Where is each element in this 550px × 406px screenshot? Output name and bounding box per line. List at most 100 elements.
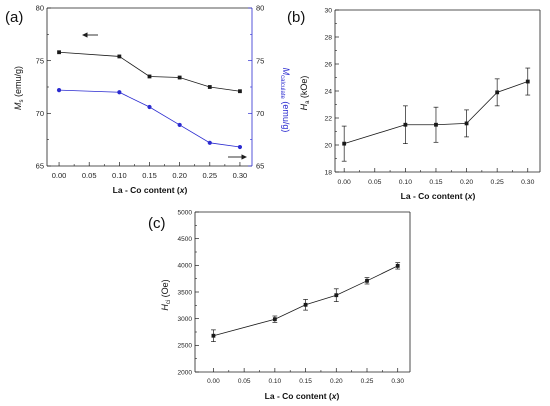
- y2-tick-label: 70: [256, 109, 264, 118]
- y-axis-title-symbol: H: [160, 304, 170, 311]
- x-tick-label: 0.05: [238, 378, 251, 385]
- series-1-point: [238, 89, 242, 94]
- y-tick-label: 80: [36, 4, 44, 13]
- y-tick-label: 22: [324, 115, 332, 122]
- y-axis-title-subscript: a: [305, 100, 311, 104]
- y-tick-label: 26: [324, 61, 332, 68]
- y-axis-title-unit: (kOe): [299, 76, 309, 101]
- x-tick-label: 0.10: [112, 171, 127, 180]
- x-tick-label: 0.30: [521, 179, 534, 186]
- series-1-point: [272, 317, 277, 322]
- x-axis-title-variable: x: [331, 391, 338, 401]
- y-tick-label: 24: [324, 88, 332, 95]
- y-axis-title: Ms (emu/g): [13, 66, 25, 110]
- series-y2-1-point: [117, 90, 122, 95]
- y-tick-label: 2500: [178, 343, 193, 350]
- panel-a: (a) 0.00 0.05 0.10 0.15 0.20 0.25 0.30 65 70 75 80…: [5, 4, 291, 195]
- series-y2-1-line: [59, 89, 240, 148]
- series-1-line: [344, 81, 528, 145]
- y-axis-title-symbol: M: [13, 102, 23, 110]
- series-1-point: [342, 141, 347, 146]
- series-1-point: [57, 50, 61, 55]
- plot-area: 0.00 0.05 0.10 0.15 0.20 0.25 0.30 2000 2500 3000…: [178, 209, 411, 385]
- y-axis-title-subscript: ci: [166, 300, 172, 304]
- series-1-point: [365, 278, 369, 283]
- x-tick-label: 0.10: [399, 179, 412, 186]
- x-axis-title-text: La - Co content (: [265, 391, 332, 401]
- series-1-point: [177, 75, 182, 80]
- panel-c: (c) 0.00 0.05 0.10 0.15 0.20 0.25 0.30 2000 2500…: [148, 209, 411, 401]
- y-tick-label: 2000: [178, 369, 193, 376]
- y-axis-title: Ha (kOe): [299, 76, 311, 111]
- y-tick-label: 18: [324, 169, 332, 176]
- x-axis-title: La - Co content (x): [265, 391, 340, 401]
- x-tick-label: 0.15: [299, 378, 312, 385]
- series-1-point: [525, 79, 530, 84]
- y2-axis-title-unit: (emu/g): [281, 99, 291, 133]
- x-tick-label: 0.05: [82, 171, 97, 180]
- y-axis-title-subscript: s: [19, 100, 25, 103]
- series-1-point: [495, 90, 500, 95]
- x-tick-label: 0.10: [269, 378, 282, 385]
- series-1-point: [434, 122, 438, 127]
- panel-label: (b): [287, 9, 305, 26]
- x-axis-title-close: ): [472, 191, 475, 201]
- y2-axis-title-symbol: M: [281, 68, 291, 76]
- x-axis-title-text: La - Co content (: [113, 185, 180, 195]
- series-1-point: [403, 122, 408, 127]
- y-tick-label: 20: [324, 142, 332, 149]
- y-tick-label: 65: [36, 162, 44, 171]
- y2-tick-label: 80: [256, 4, 264, 13]
- x-axis-title-text: La - Co content (: [401, 191, 468, 201]
- panel-label: (c): [148, 215, 166, 232]
- series-1-point: [211, 333, 216, 338]
- plot-area: 0.00 0.05 0.10 0.15 0.20 0.25 0.30 18 20 22 24 26 28…: [324, 7, 541, 186]
- x-tick-label: 0.25: [202, 171, 217, 180]
- x-axis-title-variable: x: [467, 191, 474, 201]
- y2-axis-title: Mcalculate (emu/g): [279, 68, 291, 133]
- y-tick-label: 30: [324, 7, 332, 14]
- x-tick-label: 0.20: [460, 179, 473, 186]
- y2-tick-label: 75: [256, 56, 264, 65]
- x-tick-label: 0.20: [172, 171, 187, 180]
- series-1-line: [213, 265, 398, 337]
- panel-b: (b) 0.00 0.05 0.10 0.15 0.20 0.25 0.30 18 20 22 24…: [287, 7, 541, 201]
- series-1-line: [59, 51, 240, 92]
- x-axis-title: La - Co content (x): [113, 185, 188, 195]
- series-1-point: [303, 302, 308, 307]
- x-tick-label: 0.25: [491, 179, 504, 186]
- x-tick-label: 0.15: [142, 171, 157, 180]
- x-tick-label: 0.15: [429, 179, 442, 186]
- y-tick-label: 3500: [178, 289, 193, 296]
- x-axis-title: La - Co content (x): [401, 191, 476, 201]
- y-tick-label: 4500: [178, 236, 193, 243]
- x-tick-label: 0.00: [338, 179, 351, 186]
- y-tick-label: 70: [36, 109, 44, 118]
- x-tick-label: 0.30: [233, 171, 248, 180]
- x-tick-label: 0.00: [52, 171, 67, 180]
- x-tick-label: 0.25: [361, 378, 374, 385]
- y2-tick-label: 65: [256, 162, 264, 171]
- x-axis-title-close: ): [184, 185, 187, 195]
- series-y2-1-point: [56, 88, 62, 93]
- series-y2-1-point: [207, 140, 212, 145]
- series-1-point: [147, 74, 152, 79]
- arrow-head: [82, 32, 88, 38]
- y2-axis-title-subscript: calculate: [279, 75, 285, 99]
- y-tick-label: 28: [324, 34, 332, 41]
- x-axis-title-close: ): [336, 391, 339, 401]
- x-tick-label: 0.05: [368, 179, 381, 186]
- series-y2-1-point: [177, 122, 182, 128]
- x-tick-label: 0.20: [330, 378, 343, 385]
- y-axis-title-unit: (Oe): [160, 279, 170, 300]
- y-axis-title-unit: (emu/g): [13, 66, 23, 100]
- y-tick-label: 75: [36, 56, 44, 65]
- series-1-point: [395, 263, 400, 268]
- series-y2-1-point: [237, 144, 243, 150]
- y-tick-label: 4000: [178, 263, 193, 270]
- y-axis-title-symbol: H: [299, 103, 309, 110]
- arrow-head: [241, 154, 247, 160]
- x-tick-label: 0.00: [207, 378, 220, 385]
